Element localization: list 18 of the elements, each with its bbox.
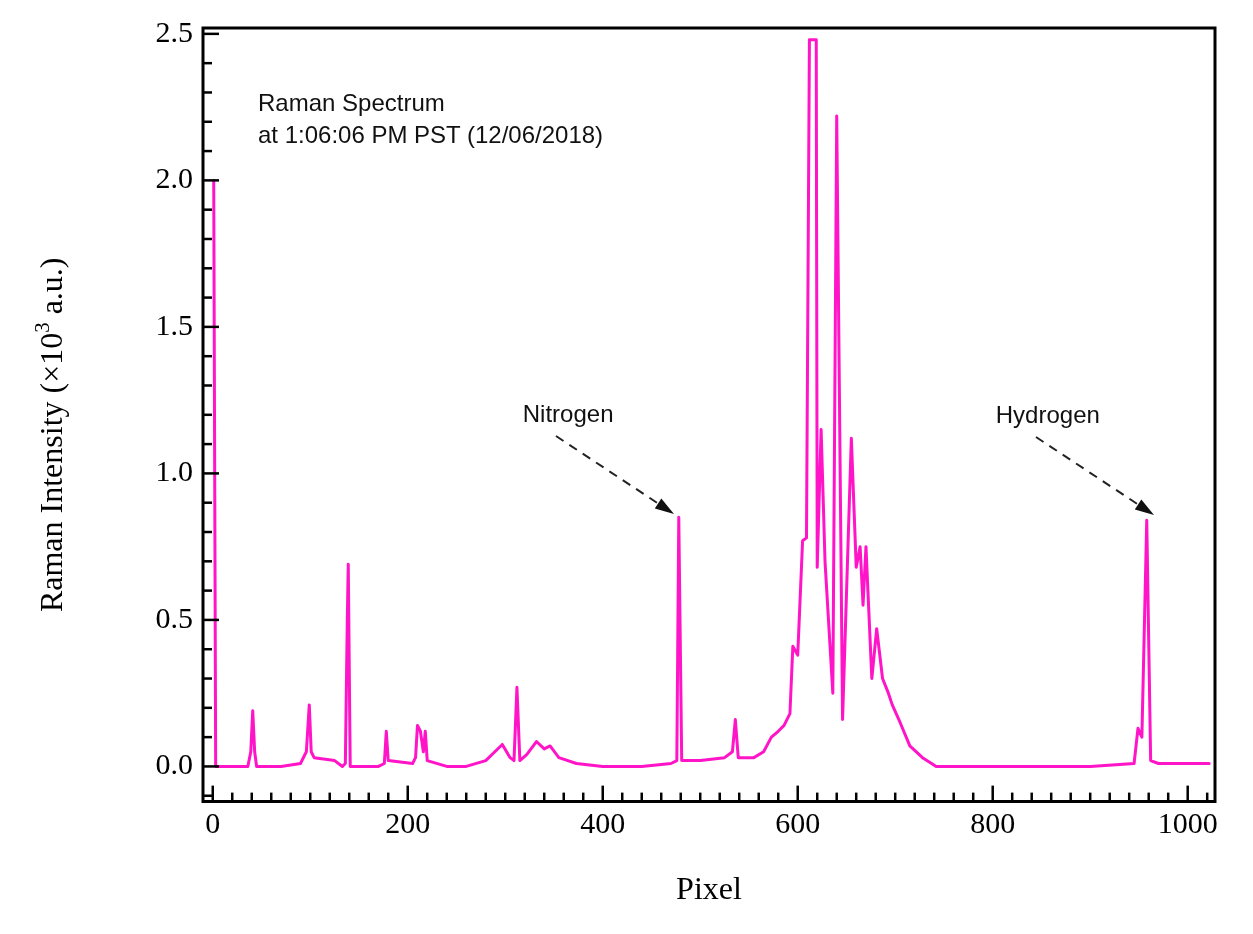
y-tick-label: 1.0 [155, 454, 193, 488]
y-tick-label: 1.5 [155, 307, 193, 341]
y-axis-title: Raman Intensity (×103 a.u.) [30, 257, 69, 613]
x-tick-label: 800 [970, 806, 1016, 840]
x-tick-label: 600 [775, 806, 821, 840]
text: Raman Spectrum [258, 89, 445, 116]
x-axis-title: Pixel [676, 870, 742, 907]
y-tick-label: 0.5 [155, 600, 193, 634]
annotation: Nitrogen [522, 400, 614, 428]
y-tick-label: 2.5 [155, 14, 193, 48]
x-tick-label: 400 [580, 806, 626, 840]
x-tick-label: 200 [385, 806, 431, 840]
y-tick-label: 0.0 [155, 747, 193, 781]
text: at 1:06:06 PM PST (12/06/2018) [258, 121, 604, 148]
y-tick-label: 2.0 [155, 161, 193, 195]
annotation: Hydrogen [995, 401, 1100, 429]
x-tick-label: 1000 [1157, 806, 1218, 840]
x-tick-label: 0 [205, 806, 221, 840]
